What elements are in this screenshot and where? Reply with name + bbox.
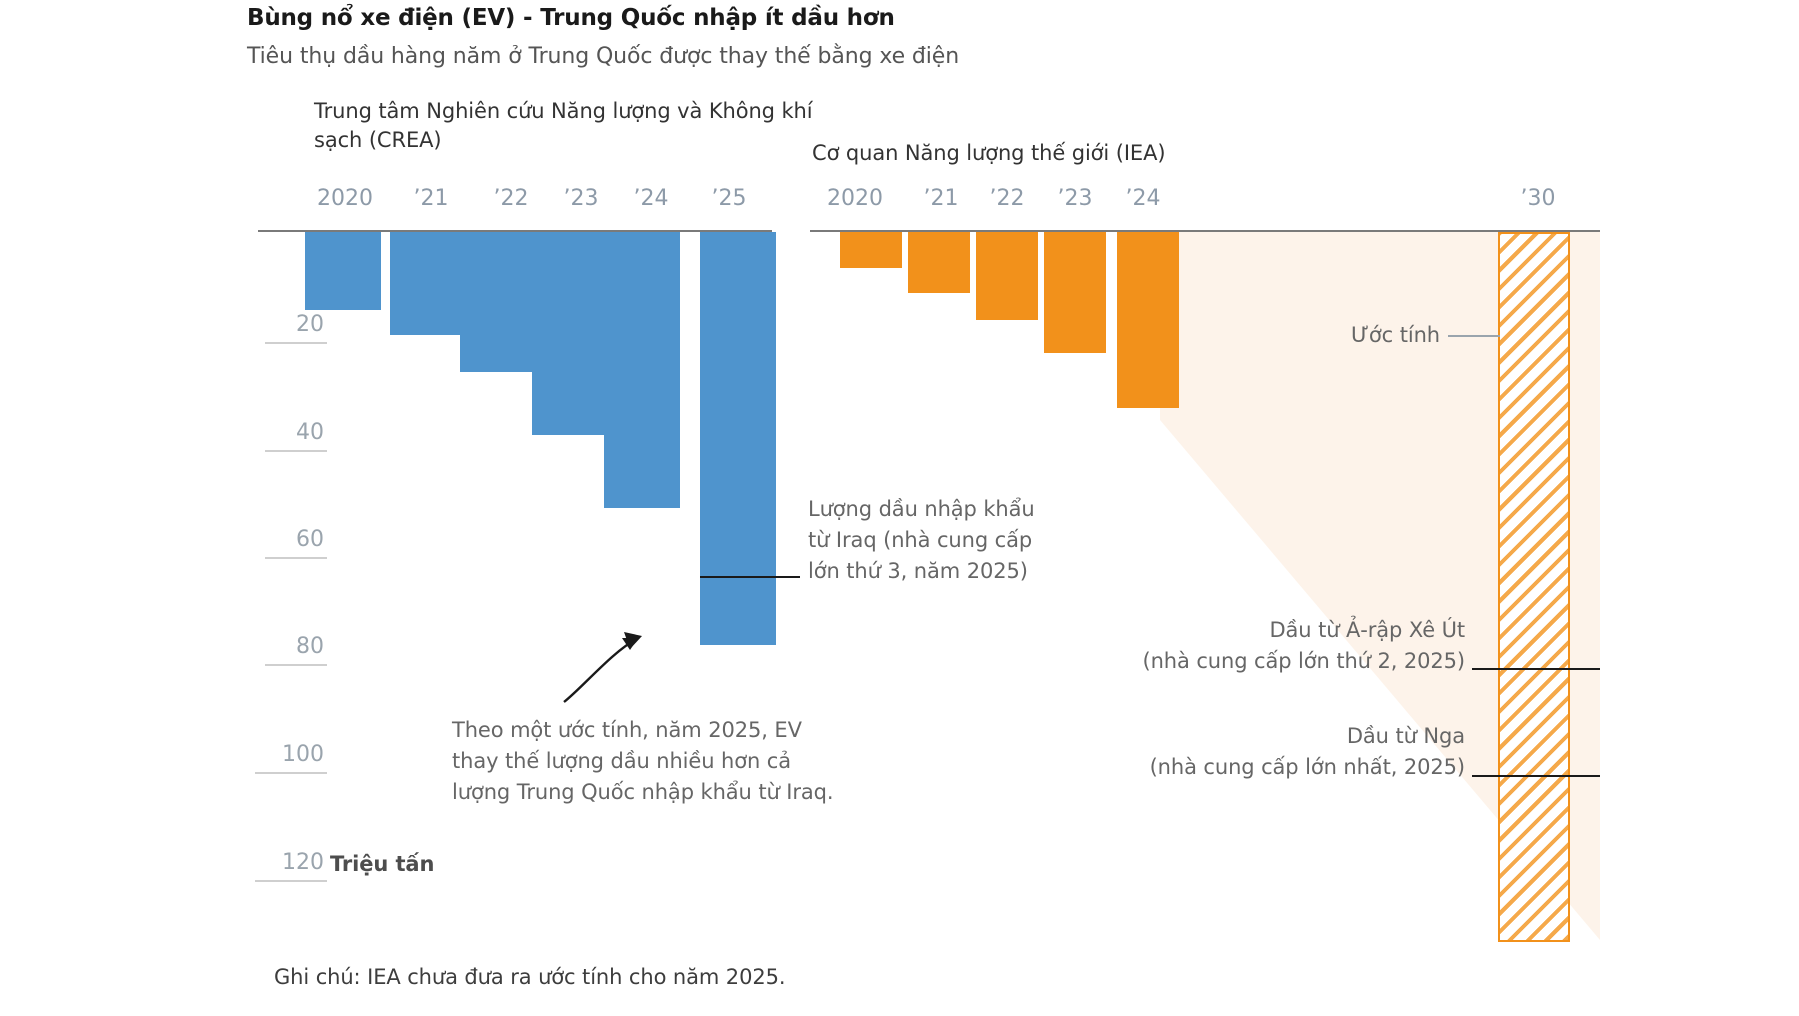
ytick-40: 40	[296, 420, 324, 445]
panel-caption-iea: Cơ quan Năng lượng thế giới (IEA)	[812, 141, 1166, 165]
axis-unit-label: Triệu tấn	[330, 852, 435, 876]
bar-crea-2023[interactable]	[532, 232, 608, 435]
xtick-right-24: ’24	[1125, 186, 1161, 211]
page-title: Bùng nổ xe điện (EV) - Trung Quốc nhập í…	[247, 5, 895, 31]
xtick-left-23: ’23	[563, 186, 599, 211]
bar-estimate-2030[interactable]	[1498, 232, 1570, 942]
ytick-60: 60	[296, 527, 324, 552]
bar-crea-2022[interactable]	[460, 232, 536, 372]
ygrid-80	[265, 664, 327, 666]
bar-crea-2021[interactable]	[390, 232, 466, 335]
bar-iea-2024[interactable]	[1117, 232, 1179, 408]
annotation-estimate-label: Ước tính	[1351, 323, 1440, 347]
ygrid-120	[255, 880, 327, 882]
bar-iea-2021[interactable]	[908, 232, 970, 293]
annotation-ev-line3: lượng Trung Quốc nhập khẩu từ Iraq.	[452, 780, 834, 804]
xtick-left-22: ’22	[493, 186, 529, 211]
annotation-iraq: Lượng dầu nhập khẩu từ Iraq (nhà cung cấ…	[808, 494, 1138, 587]
page-subtitle: Tiêu thụ dầu hàng năm ở Trung Quốc được …	[247, 44, 960, 69]
xtick-left-21: ’21	[413, 186, 449, 211]
xtick-left-25: ’25	[711, 186, 747, 211]
panel-caption-crea: Trung tâm Nghiên cứu Năng lượng và Không…	[314, 99, 813, 152]
ygrid-40	[265, 450, 327, 452]
xtick-right-22: ’22	[989, 186, 1025, 211]
leader-line-iraq	[700, 576, 800, 578]
annotation-russia: Dầu từ Nga (nhà cung cấp lớn nhất, 2025)	[1000, 721, 1466, 783]
ytick-100: 100	[282, 742, 324, 767]
xtick-left-24: ’24	[633, 186, 669, 211]
ygrid-20	[265, 342, 327, 344]
annotation-ev-line1: Theo một ước tính, năm 2025, EV	[452, 718, 802, 742]
annotation-ev-line2: thay thế lượng dầu nhiều hơn cả	[452, 749, 791, 773]
chart-footnote: Ghi chú: IEA chưa đưa ra ước tính cho nă…	[274, 965, 786, 989]
annotation-saudi-line1: Dầu từ Ả-rập Xê Út	[1269, 618, 1465, 642]
xtick-estimate-30: ’30	[1520, 186, 1556, 211]
bar-crea-2020[interactable]	[305, 232, 381, 310]
xtick-right-21: ’21	[923, 186, 959, 211]
ytick-120: 120	[282, 850, 324, 875]
xtick-right-2020: 2020	[827, 186, 883, 211]
arrow-ev-note	[563, 632, 642, 703]
bar-iea-2022[interactable]	[976, 232, 1038, 320]
annotation-ev-estimate: Theo một ước tính, năm 2025, EV thay thế…	[452, 715, 972, 808]
leader-line-saudi	[1472, 668, 1600, 670]
annotation-iraq-line2: từ Iraq (nhà cung cấp	[808, 528, 1033, 552]
annotation-iraq-line3: lớn thứ 3, năm 2025)	[808, 559, 1028, 583]
annotation-saudi: Dầu từ Ả-rập Xê Út (nhà cung cấp lớn thứ…	[1000, 615, 1466, 677]
axis-baseline-right	[810, 230, 1600, 232]
bar-iea-2023[interactable]	[1044, 232, 1106, 353]
annotation-saudi-line2: (nhà cung cấp lớn thứ 2, 2025)	[1142, 649, 1466, 673]
ygrid-60	[265, 557, 327, 559]
ytick-80: 80	[296, 634, 324, 659]
annotation-russia-line2: (nhà cung cấp lớn nhất, 2025)	[1149, 755, 1466, 779]
xtick-left-2020: 2020	[317, 186, 373, 211]
annotation-russia-line1: Dầu từ Nga	[1346, 724, 1465, 748]
bar-iea-2020[interactable]	[840, 232, 902, 268]
bar-crea-2025[interactable]	[700, 232, 776, 645]
leader-line-estimate	[1448, 335, 1500, 337]
xtick-right-23: ’23	[1057, 186, 1093, 211]
axis-baseline-left	[258, 230, 772, 232]
annotation-iraq-line1: Lượng dầu nhập khẩu	[808, 497, 1035, 521]
leader-line-russia	[1472, 775, 1600, 777]
ygrid-100	[255, 772, 327, 774]
bar-crea-2024[interactable]	[604, 232, 680, 508]
ytick-20: 20	[296, 312, 324, 337]
